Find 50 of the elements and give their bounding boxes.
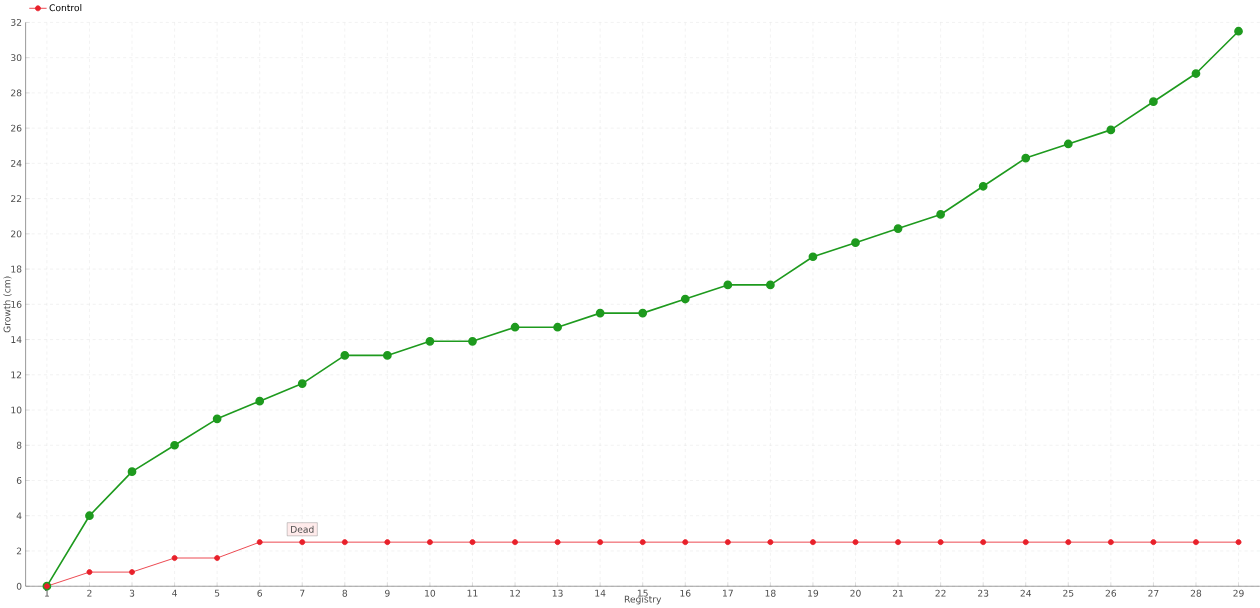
x-tick-label: 15	[637, 589, 648, 597]
y-tick-label: 8	[16, 441, 22, 449]
x-tick-label: 27	[1148, 589, 1159, 597]
y-tick-label: 0	[16, 582, 22, 590]
y-tick-label: 16	[11, 300, 22, 308]
y-tick-label: 28	[11, 89, 22, 97]
y-tick-label: 24	[11, 160, 22, 167]
x-tick-label: 13	[552, 589, 563, 597]
x-tick-label: 9	[385, 589, 390, 597]
x-tick-label: 5	[214, 589, 220, 597]
x-tick-label: 7	[300, 589, 305, 597]
x-tick-label: 29	[1233, 589, 1244, 597]
x-tick-label: 4	[172, 589, 177, 597]
y-axis-title: Growth (cm)	[3, 276, 12, 333]
y-tick-label: 30	[11, 54, 22, 62]
x-tick-label: 16	[680, 589, 691, 597]
x-tick-label: 22	[935, 589, 946, 597]
y-tick-label: 32	[11, 19, 22, 26]
x-tick-label: 1	[44, 589, 49, 597]
y-tick-label: 2	[16, 547, 22, 555]
y-tick-label: 22	[11, 195, 22, 203]
x-tick-label: 14	[595, 589, 606, 597]
legend-label: Control	[49, 4, 82, 12]
y-tick-label: 6	[16, 477, 22, 485]
x-tick-label: 19	[808, 589, 819, 597]
x-tick-label: 24	[1020, 589, 1032, 597]
x-tick-label: 11	[467, 589, 478, 597]
y-tick-label: 12	[11, 371, 22, 379]
y-tick-label: 10	[11, 406, 22, 414]
x-tick-label: 2	[87, 589, 92, 597]
x-tick-label: 28	[1190, 589, 1202, 597]
x-tick-label: 20	[850, 589, 861, 597]
y-tick-label: 4	[16, 512, 22, 520]
x-tick-label: 12	[510, 589, 520, 597]
y-tick-label: 20	[11, 230, 22, 238]
x-tick-label: 8	[342, 589, 348, 597]
y-tick-label: 14	[11, 336, 22, 343]
x-axis-title: Registry	[624, 595, 662, 605]
y-tick-label: 26	[11, 124, 22, 132]
x-tick-label: 26	[1105, 589, 1117, 597]
x-tick-label: 25	[1063, 589, 1074, 597]
x-tick-label: 23	[978, 589, 989, 597]
x-tick-label: 3	[129, 589, 135, 597]
x-tick-label: 18	[765, 589, 776, 597]
x-tick-label: 6	[257, 589, 263, 597]
x-tick-label: 17	[723, 589, 733, 597]
annotation: Dead	[291, 525, 314, 533]
x-tick-label: 10	[425, 589, 436, 597]
x-tick-label: 21	[892, 589, 904, 597]
y-tick-label: 18	[11, 265, 22, 273]
